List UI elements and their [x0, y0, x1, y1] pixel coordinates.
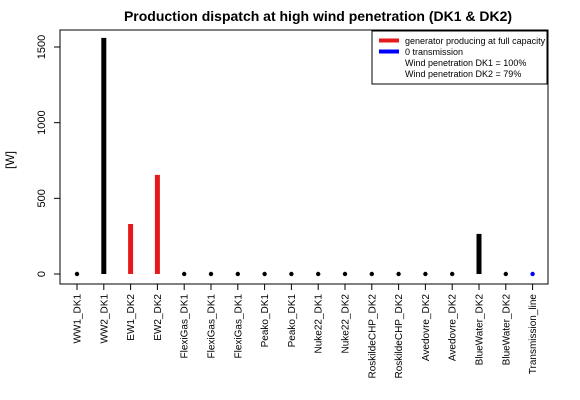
dispatch-point: [316, 271, 321, 277]
dispatch-point: [396, 271, 401, 277]
x-category-label: RoskildeCHP_DK2: [367, 294, 378, 379]
y-axis: 0 500 1000 1500: [36, 35, 60, 277]
annotation-wind-dk2: Wind penetration DK2 = 79%: [405, 69, 521, 79]
y-tick-label: 1000: [36, 110, 48, 134]
dispatch-point: [369, 271, 374, 277]
dispatch-point: [208, 271, 214, 277]
x-category-label: Nuke22_DK1: [314, 294, 325, 354]
dispatch-point: [235, 271, 240, 277]
dispatch-point: [530, 271, 535, 277]
plot-frame: [59, 29, 549, 285]
legend-box: [371, 30, 548, 85]
y-axis-label: [W]: [3, 151, 17, 169]
x-category-label: Avedovre_DK2: [448, 294, 459, 362]
dispatch-point: [342, 271, 348, 277]
x-category-label: WW1_DK1: [73, 294, 84, 344]
x-category-label: EW2_DK2: [153, 294, 164, 341]
dispatch-point: [423, 271, 428, 277]
dispatch-point: [182, 271, 187, 277]
x-category-label: FlexiGas_DK1: [180, 294, 191, 359]
legend-label-transmission: 0 transmission: [405, 47, 463, 57]
x-category-label: WW2_DK1: [99, 294, 110, 344]
x-category-label: Peako_DK1: [287, 294, 298, 348]
data-marks: [74, 37, 535, 277]
x-category-label: EW1_DK2: [126, 294, 137, 341]
x-category-label: Peako_DK1: [260, 294, 271, 348]
dispatch-point: [289, 271, 294, 277]
y-tick-label: 500: [36, 189, 48, 207]
legend-label-full-capacity: generator producing at full capacity: [405, 36, 546, 46]
dispatch-point: [74, 271, 80, 277]
x-category-label: BlueWater_DK2: [501, 294, 512, 366]
chart-title: Production dispatch at high wind penetra…: [124, 8, 512, 24]
y-tick-label: 1500: [36, 35, 48, 59]
x-category-label: Nuke22_DK2: [341, 294, 352, 354]
x-category-label: FlexiGas_DK1: [233, 294, 244, 359]
x-category-label: BlueWater_DK2: [475, 294, 486, 366]
dispatch-point: [503, 271, 508, 277]
dispatch-point: [262, 271, 267, 277]
x-category-label: RoskildeCHP_DK2: [394, 294, 405, 379]
x-axis: WW1_DK1 WW2_DK1 EW1_DK2 EW2_DK2 FlexiGas_DK1…: [73, 284, 539, 379]
x-category-label: Avedovre_DK2: [421, 294, 432, 362]
dispatch-point: [450, 271, 455, 277]
x-category-label: Transmission_line: [528, 294, 539, 375]
legend: generator producing at full capacity 0 t…: [371, 30, 548, 85]
y-tick-label: 0: [36, 271, 48, 277]
x-category-label: FlexiGas_DK1: [207, 294, 218, 359]
annotation-wind-dk1: Wind penetration DK1 = 100%: [405, 58, 526, 68]
